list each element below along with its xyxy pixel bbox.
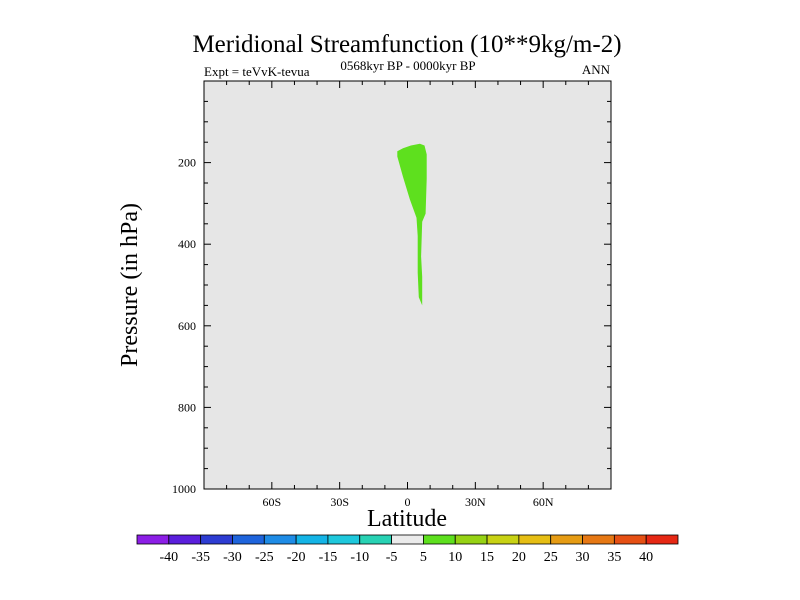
chart-title: Meridional Streamfunction (10**9kg/m-2): [192, 31, 621, 58]
colorbar-swatch: [645, 534, 679, 545]
colorbar-swatch: [486, 534, 520, 545]
colorbar-swatch: [550, 534, 583, 545]
plot-area: [203, 80, 612, 490]
colorbar-label: 25: [544, 550, 558, 565]
colorbar-swatch: [359, 534, 392, 545]
colorbar-swatch: [582, 534, 615, 545]
y-tick-label: 800: [178, 400, 196, 414]
colorbar-swatch: [454, 534, 488, 545]
colorbar-label: 35: [607, 550, 621, 565]
colorbar: -40 -35 -30 -25 -20 -15 -10 -5 5 10 15 20 25 30 35 40: [136, 534, 679, 565]
colorbar-label: -30: [223, 550, 242, 565]
colorbar-label: -15: [319, 550, 338, 565]
colorbar-label: -35: [191, 550, 210, 565]
colorbar-label: -40: [159, 550, 178, 565]
y-tick-label: 400: [178, 237, 196, 251]
colorbar-swatch: [232, 534, 265, 545]
colorbar-swatch: [391, 534, 424, 545]
colorbar-swatch: [423, 534, 456, 545]
right-subtitle: ANN: [582, 62, 611, 77]
colorbar-label: 40: [639, 550, 653, 565]
colorbar-label: -5: [386, 550, 398, 565]
colorbar-label: 5: [420, 550, 427, 565]
colorbar-swatch: [168, 534, 202, 545]
colorbar-swatch: [200, 534, 233, 545]
colorbar-swatch: [263, 534, 297, 545]
x-axis-label: Latitude: [367, 506, 447, 532]
contour-region-1: [397, 143, 427, 306]
x-tick-label: 60N: [533, 495, 554, 509]
left-subtitle: Expt = teVvK-tevua: [204, 64, 310, 79]
colorbar-label: 20: [512, 550, 526, 565]
x-tick-label: 30S: [330, 495, 349, 509]
x-tick-label: 30N: [465, 495, 486, 509]
x-tick-label: 60S: [262, 495, 281, 509]
contour-regions: [397, 143, 427, 306]
colorbar-label: -25: [255, 550, 274, 565]
y-axis-label: Pressure (in hPa): [117, 203, 143, 367]
colorbar-label: -20: [287, 550, 306, 565]
colorbar-label: 30: [576, 550, 590, 565]
colorbar-label: 15: [480, 550, 494, 565]
colorbar-swatch: [613, 534, 647, 545]
colorbar-swatch: [327, 534, 361, 545]
y-tick-label: 1000: [172, 482, 196, 496]
x-tick-label: 0: [405, 495, 411, 509]
y-tick-label: 600: [178, 319, 196, 333]
y-tick-label: 200: [178, 156, 196, 170]
colorbar-label: 10: [448, 550, 462, 565]
plot-frame: [203, 80, 612, 490]
colorbar-label: -10: [350, 550, 369, 565]
colorbar-swatch: [136, 534, 170, 545]
center-subtitle: 0568kyr BP - 0000kyr BP: [340, 58, 475, 73]
colorbar-swatch: [295, 534, 329, 545]
colorbar-swatch: [518, 534, 552, 545]
axis-ticks: 60S 30S 0 30N 60N 200 400 600 800 1000: [172, 81, 612, 509]
